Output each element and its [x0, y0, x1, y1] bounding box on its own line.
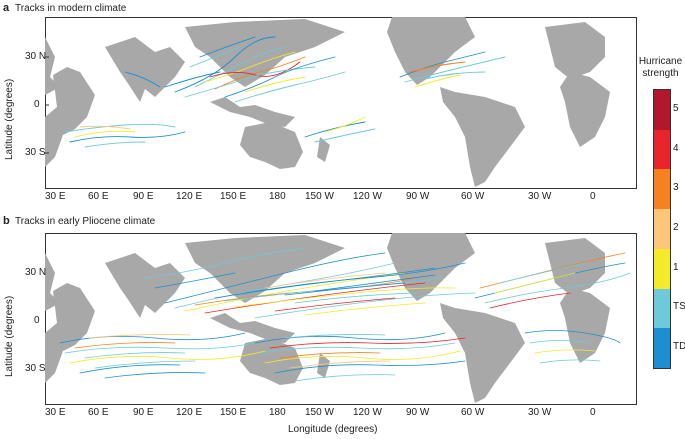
panel-a-xtick: 150 W — [305, 191, 334, 202]
legend-title-line2: strength — [642, 68, 679, 79]
panel-b-xtick: 120 E — [176, 407, 203, 418]
legend-label-ts: TS — [673, 301, 685, 313]
legend-swatch-3 — [654, 169, 670, 210]
legend-swatch-ts — [654, 288, 670, 329]
legend-swatch-td — [654, 328, 670, 368]
legend-title: Hurricane strength — [636, 56, 685, 80]
panel-a-ytick-0: 0 — [34, 99, 40, 110]
panel-a-y-axis-label: Latitude (degrees) — [4, 78, 15, 160]
legend-colorbar — [653, 89, 671, 369]
legend-swatch-2 — [654, 209, 670, 249]
panel-b-xtick: 180 — [269, 407, 286, 418]
panel-b-xtick: 150 W — [305, 407, 334, 418]
panel-b-letter: b — [3, 215, 10, 227]
panel-a-xtick: 30 W — [528, 191, 552, 202]
panel-a-xtick: 60 E — [88, 191, 109, 202]
panel-b-xtick: 60 E — [88, 407, 109, 418]
panel-b-y-axis-label: Latitude (degrees) — [4, 295, 15, 377]
legend-label-3: 3 — [673, 182, 679, 194]
panel-b-xtick: 30 W — [528, 407, 552, 418]
panel-a-xtick: 0 — [590, 191, 596, 202]
panel-b-xtick: 120 W — [353, 407, 382, 418]
panel-a-xtick: 30 E — [45, 191, 66, 202]
panel-a-xtick: 180 — [269, 191, 286, 202]
panel-b-xtick: 0 — [590, 407, 596, 418]
panel-b-xtick: 60 W — [461, 407, 485, 418]
panel-b-map — [45, 233, 637, 405]
panel-b-xtick: 30 E — [45, 407, 66, 418]
panel-a-ytick-30s: 30 S — [25, 147, 46, 158]
panel-b-xtick: 150 E — [220, 407, 247, 418]
panel-a-xtick: 120 W — [353, 191, 382, 202]
legend-label-4: 4 — [673, 142, 679, 154]
panel-a-xtick: 90 E — [133, 191, 154, 202]
legend-swatch-4 — [654, 129, 670, 170]
legend-title-line1: Hurricane — [638, 56, 683, 67]
panel-a-xtick: 60 W — [461, 191, 485, 202]
legend-labels: 5 4 3 2 1 TS TD — [673, 89, 685, 367]
panel-b-title: Tracks in early Pliocene climate — [15, 216, 156, 227]
legend-label-5: 5 — [673, 102, 679, 114]
panel-b-ytick-30n: 30 N — [25, 267, 47, 278]
panel-b-xtick: 90 E — [133, 407, 154, 418]
panel-b-ytick-0: 0 — [34, 315, 40, 326]
panel-a-title: Tracks in modern climate — [15, 3, 127, 14]
legend-label-1: 1 — [673, 261, 679, 273]
x-axis-label: Longitude (degrees) — [288, 424, 378, 435]
panel-b-ytick-30s: 30 S — [25, 363, 46, 374]
panel-a-xtick: 150 E — [220, 191, 247, 202]
legend-swatch-1 — [654, 248, 670, 289]
panel-a-letter: a — [3, 2, 10, 14]
legend-label-td: TD — [673, 341, 685, 353]
panel-a-xtick: 120 E — [176, 191, 203, 202]
legend-swatch-5 — [654, 90, 670, 130]
panel-a-ytick-30n: 30 N — [25, 51, 47, 62]
panel-a-map — [45, 17, 637, 189]
panel-a-xtick: 90 W — [406, 191, 430, 202]
legend-label-2: 2 — [673, 222, 679, 233]
panel-b-xtick: 90 W — [406, 407, 430, 418]
